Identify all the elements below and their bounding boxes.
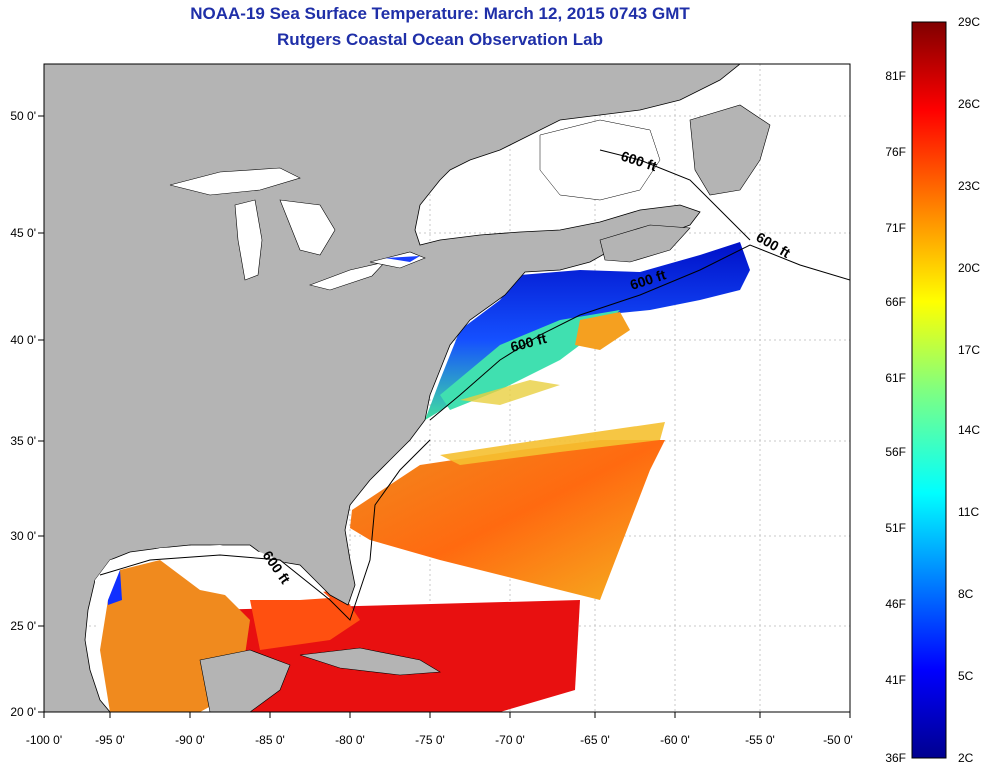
lat-labels: 50 0' 45 0' 40 0' 35 0' 30 0' 25 0' 20 0… xyxy=(10,109,36,719)
lon-label-5: -75 0' xyxy=(415,733,445,747)
lon-labels: -100 0' -95 0' -90 0' -85 0' -80 0' -75 … xyxy=(26,733,853,747)
land-yucatan xyxy=(199,649,291,712)
contour-600ft-stlawrence xyxy=(599,149,751,241)
contour-600ft-gulf xyxy=(99,439,431,621)
lat-label-2: 40 0' xyxy=(10,333,36,347)
lon-label-4: -80 0' xyxy=(335,733,365,747)
cbar-c-29: 29C xyxy=(958,15,980,29)
cbar-f-56: 56F xyxy=(885,445,906,459)
lon-label-2: -90 0' xyxy=(175,733,205,747)
lake-michigan xyxy=(234,199,263,281)
lon-ticks xyxy=(43,712,851,718)
lon-label-8: -60 0' xyxy=(660,733,690,747)
cbar-f-66: 66F xyxy=(885,295,906,309)
cbar-f-41: 41F xyxy=(885,673,906,687)
cbar-c-14: 14C xyxy=(958,423,980,437)
cbar-f-61: 61F xyxy=(885,371,906,385)
cbar-f-71: 71F xyxy=(885,221,906,235)
cbar-c-23: 23C xyxy=(958,179,980,193)
lat-label-5: 25 0' xyxy=(10,619,36,633)
lat-label-4: 30 0' xyxy=(10,529,36,543)
lake-erie xyxy=(308,261,386,291)
sst-warm-eddy xyxy=(575,312,630,350)
lat-label-0: 50 0' xyxy=(10,109,36,123)
lake-superior xyxy=(169,167,301,196)
lon-label-7: -65 0' xyxy=(580,733,610,747)
colorbar xyxy=(911,21,947,759)
cbar-c-11: 11C xyxy=(958,505,979,519)
map-content: 600 ft 600 ft 600 ft 600 ft 600 ft xyxy=(44,64,850,712)
lake-huron xyxy=(279,199,336,256)
cbar-c-8: 8C xyxy=(958,587,974,601)
cbar-c-5: 5C xyxy=(958,669,974,683)
gulf-of-st-lawrence xyxy=(539,119,661,201)
map-frame xyxy=(43,63,851,713)
lon-label-0: -100 0' xyxy=(26,733,62,747)
lat-label-3: 35 0' xyxy=(10,434,36,448)
lat-ticks xyxy=(38,115,44,713)
cbar-f-51: 51F xyxy=(885,521,906,535)
map-subtitle: Rutgers Coastal Ocean Observation Lab xyxy=(277,30,603,49)
lake-ontario-sst xyxy=(385,256,420,262)
cbar-f-36: 36F xyxy=(885,751,906,765)
sst-swath-sargasso-edge xyxy=(440,422,665,465)
cbar-c-20: 20C xyxy=(958,261,980,275)
land-north-america xyxy=(44,64,741,712)
lon-label-6: -70 0' xyxy=(495,733,525,747)
lon-label-9: -55 0' xyxy=(745,733,775,747)
colorbar-celsius-labels: 29C 26C 23C 20C 17C 14C 11C 8C 5C 2C xyxy=(958,15,980,765)
contour-600ft-atlantic xyxy=(429,244,850,421)
sst-swath-gulf-east xyxy=(250,590,360,650)
cbar-c-17: 17C xyxy=(958,343,980,357)
cbar-c-2: 2C xyxy=(958,751,974,765)
sst-swath-atlantic-south xyxy=(350,440,665,600)
lon-label-1: -95 0' xyxy=(95,733,125,747)
colorbar-fahrenheit-labels: 81F 76F 71F 66F 61F 56F 51F 46F 41F 36F xyxy=(885,69,906,765)
cbar-f-76: 76F xyxy=(885,145,906,159)
land-cuba xyxy=(299,647,441,676)
land-newfoundland xyxy=(689,104,771,196)
lat-label-1: 45 0' xyxy=(10,226,36,240)
lon-label-10: -50 0' xyxy=(823,733,853,747)
cbar-f-46: 46F xyxy=(885,597,906,611)
lon-label-3: -85 0' xyxy=(255,733,285,747)
lat-label-6: 20 0' xyxy=(10,705,36,719)
sst-northeast-shelf xyxy=(425,242,750,420)
cbar-c-26: 26C xyxy=(958,97,980,111)
land-nova-scotia xyxy=(599,224,691,263)
gulf-no-data xyxy=(95,545,330,650)
sst-gulf-stream-edge xyxy=(460,380,560,405)
cbar-f-81: 81F xyxy=(885,69,906,83)
sst-slope-water xyxy=(440,310,620,410)
map-title: NOAA-19 Sea Surface Temperature: March 1… xyxy=(190,4,690,23)
